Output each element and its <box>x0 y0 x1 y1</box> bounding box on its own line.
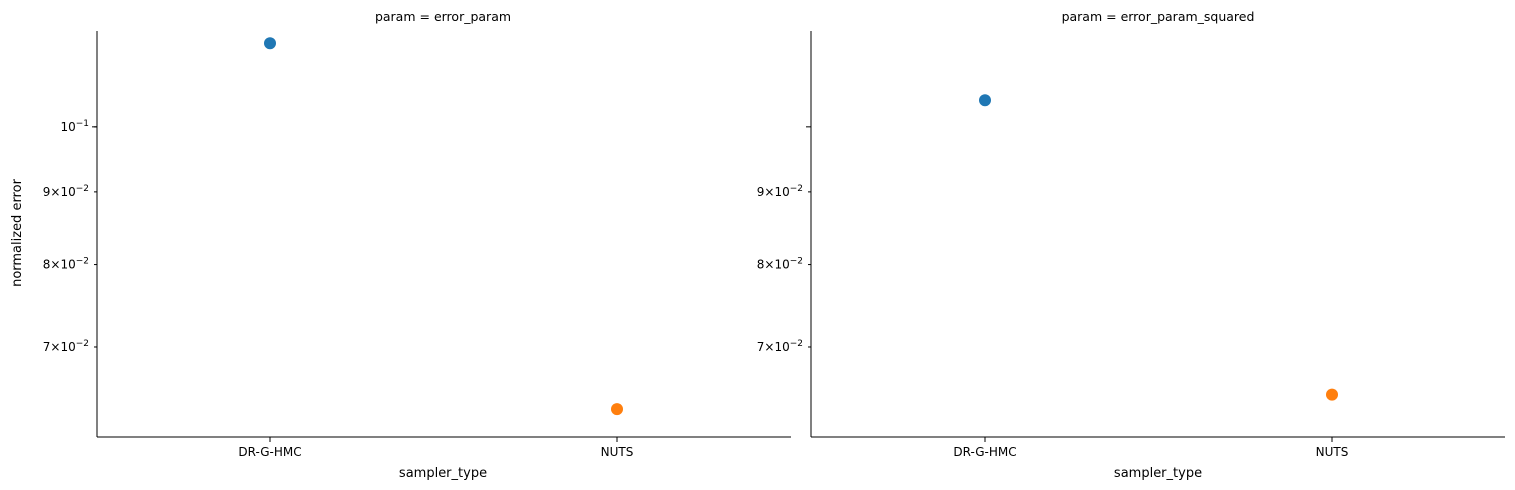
y-tick-label: 10−1 <box>60 119 89 134</box>
y-tick-label: 7×10−2 <box>43 339 89 354</box>
y-tick-label: 9×10−2 <box>757 184 803 199</box>
data-point-dr-g-hmc <box>264 37 276 50</box>
y-tick-label: 9×10−2 <box>43 184 89 199</box>
x-tick-label: DR-G-HMC <box>953 445 1016 459</box>
y-axis-label: normalized error <box>10 178 25 286</box>
x-tick-label: NUTS <box>1316 445 1349 459</box>
panel-error-param-squared: param = error_param_squared sampler_type… <box>757 9 1505 481</box>
y-tick-label: 8×10−2 <box>43 257 89 272</box>
y-tick-label: 8×10−2 <box>757 257 803 272</box>
x-axis-label: sampler_type <box>399 466 487 481</box>
panel-title: param = error_param_squared <box>1062 9 1255 24</box>
panel-error-param: param = error_param sampler_type 10−1 9×1… <box>43 9 791 481</box>
panel-title: param = error_param <box>375 9 511 24</box>
x-axis-label: sampler_type <box>1114 466 1202 481</box>
data-point-nuts <box>1326 388 1338 401</box>
data-point-dr-g-hmc <box>979 94 991 107</box>
x-tick-label: DR-G-HMC <box>238 445 301 459</box>
x-tick-label: NUTS <box>601 445 634 459</box>
y-tick-label: 7×10−2 <box>757 339 803 354</box>
data-point-nuts <box>611 403 623 416</box>
